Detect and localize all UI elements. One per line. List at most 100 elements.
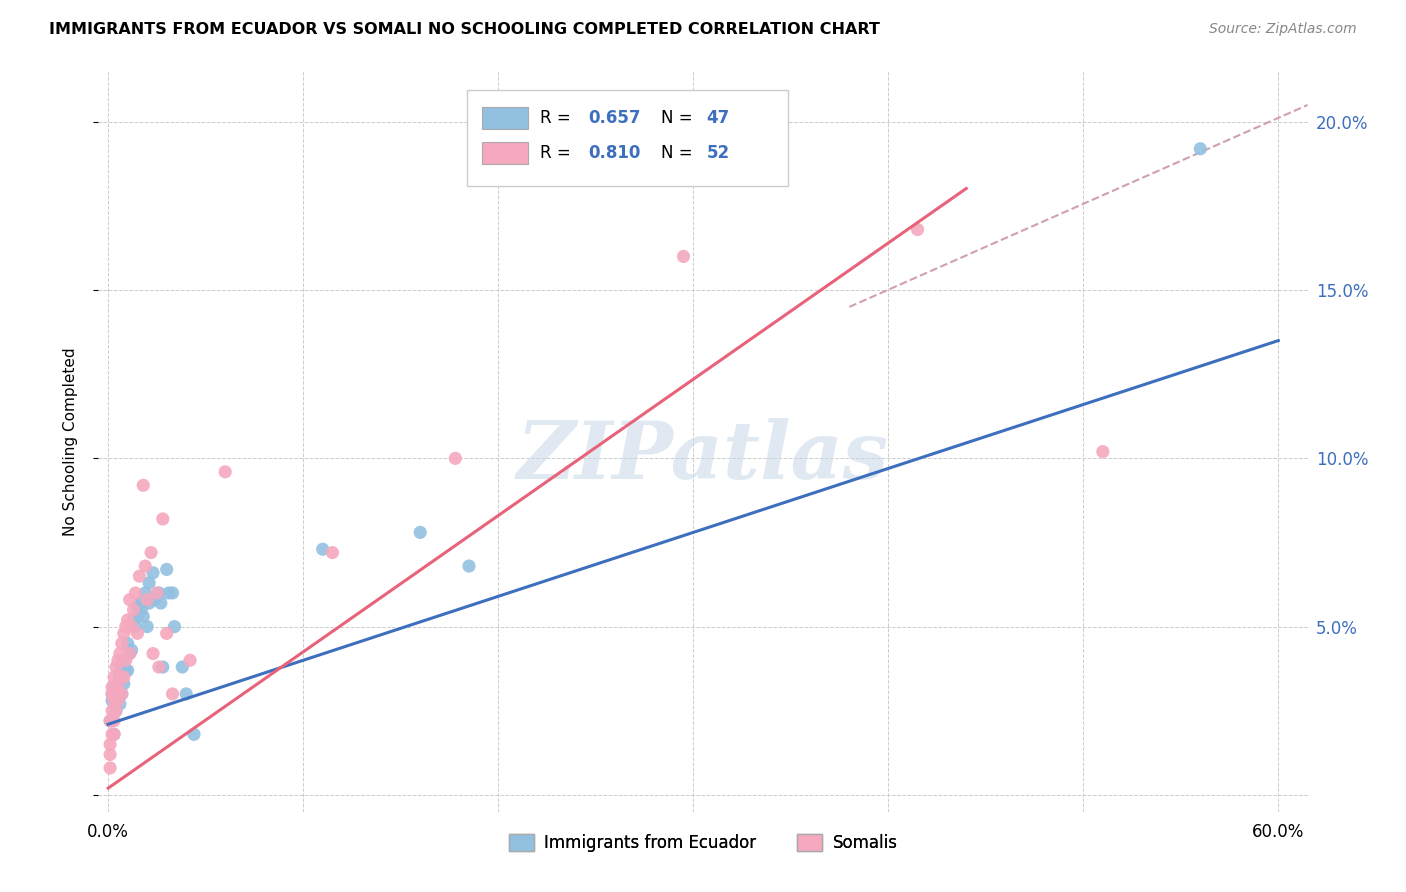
Point	[152, 512, 174, 526]
Point	[101, 704, 124, 718]
Point	[118, 647, 141, 661]
Point	[108, 666, 131, 681]
Point	[157, 586, 180, 600]
Point	[112, 626, 135, 640]
Text: 0.657: 0.657	[588, 109, 641, 127]
Point	[138, 596, 160, 610]
Point	[103, 670, 125, 684]
Point	[112, 653, 135, 667]
Point	[139, 546, 162, 560]
Point	[128, 569, 150, 583]
Point	[162, 687, 184, 701]
Text: 0.810: 0.810	[588, 144, 641, 161]
FancyBboxPatch shape	[482, 142, 527, 164]
Y-axis label: No Schooling Completed: No Schooling Completed	[63, 347, 77, 536]
Point	[107, 694, 129, 708]
Point	[114, 619, 136, 633]
Point	[458, 559, 481, 574]
Point	[127, 599, 149, 614]
Point	[98, 714, 121, 728]
Point	[131, 603, 153, 617]
Point	[142, 566, 165, 580]
Point	[112, 670, 135, 684]
Text: N =: N =	[661, 144, 697, 161]
Point	[122, 613, 145, 627]
Point	[174, 687, 197, 701]
Text: 47: 47	[707, 109, 730, 127]
Point	[118, 592, 141, 607]
Text: IMMIGRANTS FROM ECUADOR VS SOMALI NO SCHOOLING COMPLETED CORRELATION CHART: IMMIGRANTS FROM ECUADOR VS SOMALI NO SCH…	[49, 22, 880, 37]
Point	[98, 761, 121, 775]
Point	[312, 542, 335, 557]
Point	[321, 546, 343, 560]
Text: 52: 52	[707, 144, 730, 161]
Point	[101, 714, 124, 728]
Point	[134, 586, 156, 600]
Point	[98, 747, 121, 762]
Point	[156, 562, 179, 576]
Point	[103, 727, 125, 741]
Point	[98, 738, 121, 752]
Text: R =: R =	[540, 109, 576, 127]
Point	[122, 603, 145, 617]
Point	[103, 727, 125, 741]
Point	[107, 687, 129, 701]
Point	[101, 680, 124, 694]
Point	[104, 694, 127, 708]
Point	[149, 596, 172, 610]
Point	[128, 596, 150, 610]
Text: ZIPatlas: ZIPatlas	[517, 417, 889, 495]
Point	[108, 647, 131, 661]
Legend: Immigrants from Ecuador, Somalis: Immigrants from Ecuador, Somalis	[502, 828, 904, 859]
Point	[108, 670, 131, 684]
Point	[107, 677, 129, 691]
Point	[907, 222, 929, 236]
Point	[146, 586, 169, 600]
Text: N =: N =	[661, 109, 697, 127]
Text: R =: R =	[540, 144, 576, 161]
Point	[112, 677, 135, 691]
Point	[132, 478, 155, 492]
Point	[103, 680, 125, 694]
Point	[101, 727, 124, 741]
Point	[124, 619, 146, 633]
FancyBboxPatch shape	[482, 107, 527, 129]
Point	[172, 660, 194, 674]
Point	[104, 687, 127, 701]
Point	[148, 660, 170, 674]
Point	[672, 249, 695, 264]
Point	[136, 592, 159, 607]
Point	[163, 619, 186, 633]
Point	[179, 653, 201, 667]
Point	[103, 694, 125, 708]
Point	[142, 647, 165, 661]
Point	[1189, 142, 1212, 156]
Point	[104, 704, 127, 718]
Point	[152, 660, 174, 674]
Point	[118, 647, 141, 661]
Point	[121, 619, 143, 633]
Point	[134, 559, 156, 574]
Point	[1091, 444, 1114, 458]
Point	[156, 626, 179, 640]
Point	[214, 465, 236, 479]
Point	[127, 626, 149, 640]
Point	[121, 643, 143, 657]
Point	[114, 653, 136, 667]
Point	[111, 687, 134, 701]
Point	[101, 687, 124, 701]
Point	[107, 653, 129, 667]
Point	[103, 714, 125, 728]
Point	[127, 609, 149, 624]
Point	[132, 609, 155, 624]
Point	[101, 694, 124, 708]
Point	[108, 697, 131, 711]
Text: Source: ZipAtlas.com: Source: ZipAtlas.com	[1209, 22, 1357, 37]
Point	[101, 687, 124, 701]
FancyBboxPatch shape	[467, 90, 787, 186]
Point	[143, 592, 166, 607]
Point	[444, 451, 467, 466]
Point	[111, 660, 134, 674]
Point	[117, 636, 139, 650]
Point	[117, 613, 139, 627]
